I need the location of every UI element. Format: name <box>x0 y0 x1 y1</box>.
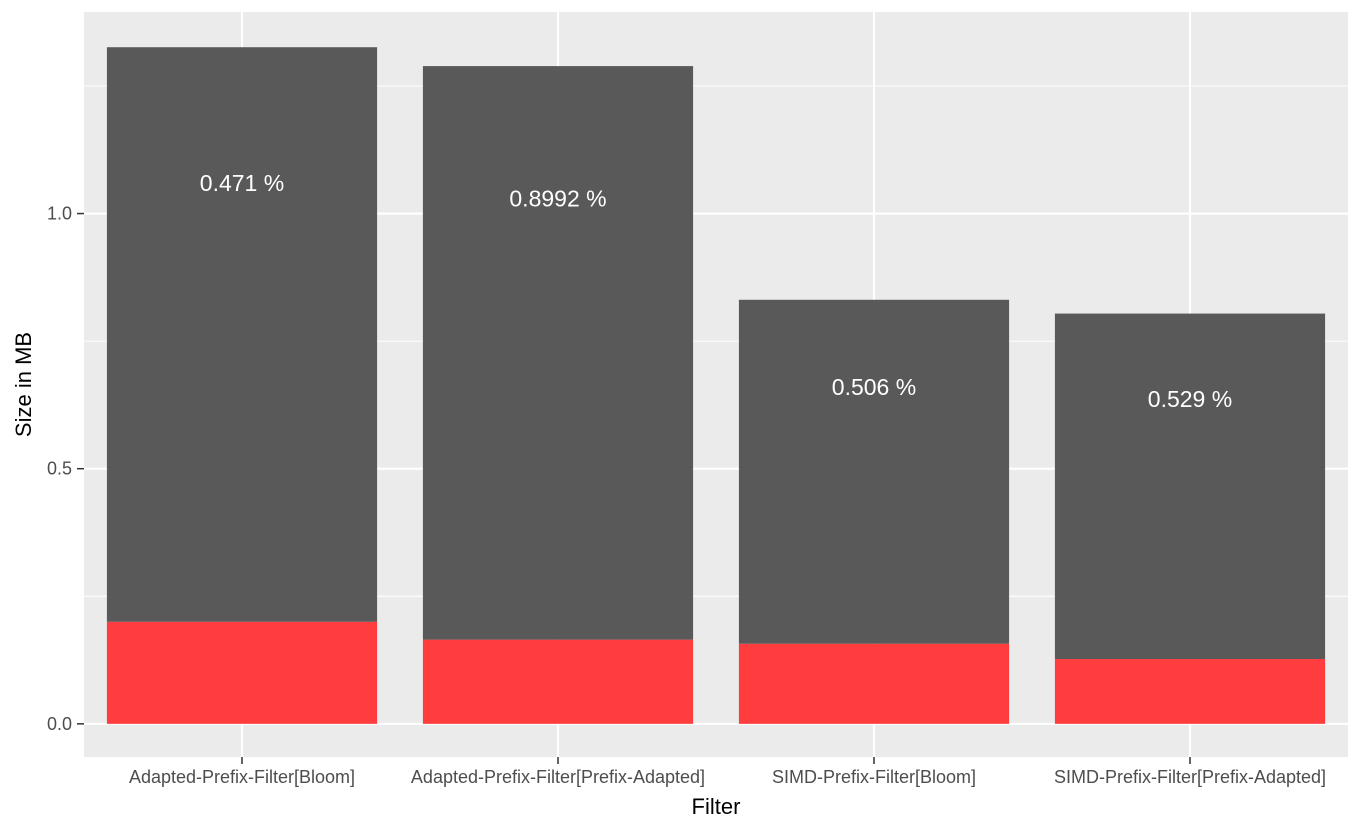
bar-segment-gray <box>106 47 378 622</box>
bar-segment-red <box>106 621 378 724</box>
bar-segment-gray <box>738 299 1010 644</box>
x-tick-label: SIMD-Prefix-Filter[Prefix-Adapted] <box>1054 767 1326 787</box>
y-tick-label: 1.0 <box>47 204 72 224</box>
x-axis: Adapted-Prefix-Filter[Bloom] Adapted-Pref… <box>129 757 1326 787</box>
y-tick-label: 0.0 <box>47 714 72 734</box>
bar-segment-red <box>738 643 1010 724</box>
x-tick-label: Adapted-Prefix-Filter[Prefix-Adapted] <box>411 767 705 787</box>
x-tick-label: SIMD-Prefix-Filter[Bloom] <box>772 767 976 787</box>
bar-value-label: 0.471 % <box>200 170 284 196</box>
bar-segment-red <box>1054 659 1326 724</box>
y-axis: 0.0 0.5 1.0 <box>47 204 84 734</box>
y-axis-title: Size in MB <box>11 332 36 437</box>
x-axis-title: Filter <box>692 794 741 819</box>
x-tick-label: Adapted-Prefix-Filter[Bloom] <box>129 767 355 787</box>
bars <box>106 47 1326 724</box>
bar-value-label: 0.8992 % <box>509 185 606 211</box>
bar-segment-gray <box>422 66 694 640</box>
bar-segment-gray <box>1054 313 1326 660</box>
y-tick-label: 0.5 <box>47 459 72 479</box>
bar-segment-red <box>422 639 694 724</box>
bar-labels: 0.471 % 0.8992 % 0.506 % 0.529 % <box>200 170 1232 412</box>
bar-value-label: 0.529 % <box>1148 386 1232 412</box>
bar-value-label: 0.506 % <box>832 374 916 400</box>
